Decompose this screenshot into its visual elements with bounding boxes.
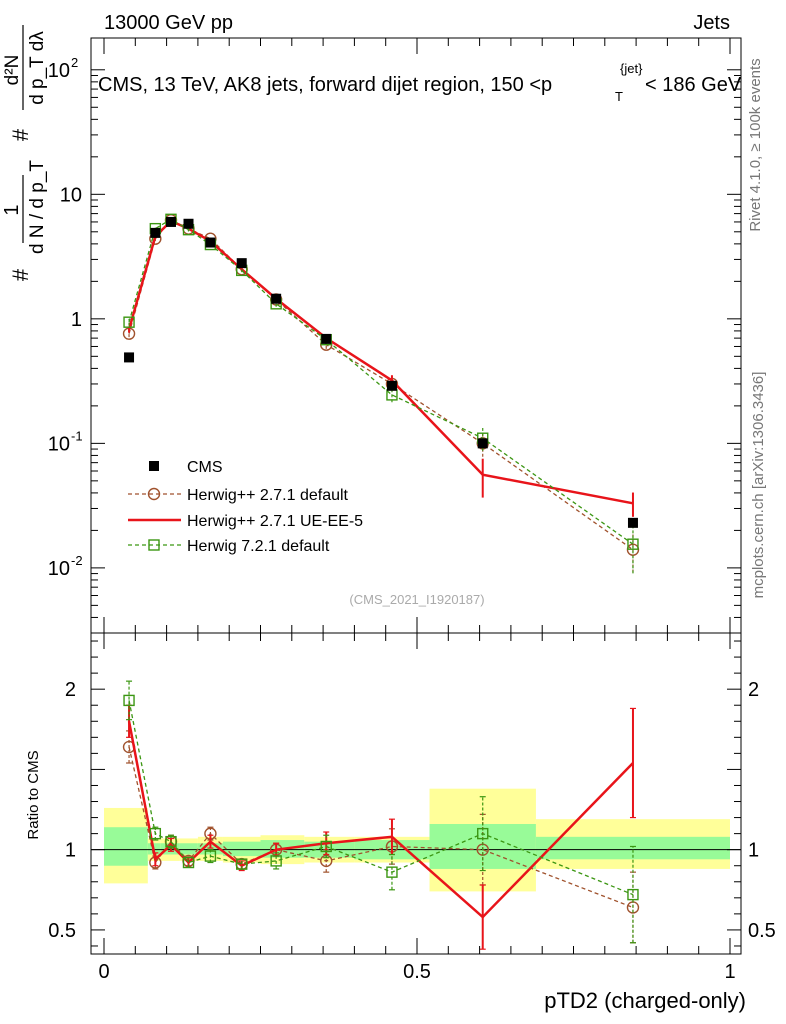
header-right: Jets (693, 12, 730, 34)
ratio-ytick-label-left-1: 1 (65, 840, 76, 862)
analysis-id: (CMS_2021_I1920187) (349, 592, 484, 607)
ratio-point-h721-1 (149, 827, 162, 840)
rivet-label: Rivet 4.1.0, ≥ 100k events (747, 58, 764, 231)
cms-point-8 (386, 380, 397, 391)
cms-point-7 (321, 333, 332, 344)
main-ytick-label-4: 10 (48, 60, 70, 82)
ratio-ytick-label-right-1: 1 (748, 840, 759, 862)
xtick-label-2: 1 (724, 961, 735, 983)
cms-point-3 (183, 218, 194, 229)
legend-h271def-marker (147, 487, 161, 501)
legend: CMS Herwig++ 2.7.1 default Herwig++ 2.7.… (128, 459, 363, 555)
band-inner-5 (222, 841, 261, 857)
main-ytick-exp-0: -2 (71, 553, 83, 568)
ratio-point-h721-6 (270, 855, 282, 867)
ratio-point-h721-2 (165, 835, 177, 848)
ratio-point-h721-4 (204, 850, 217, 862)
plot-title-post: < 186 GeV (645, 74, 742, 96)
ratio-point-h721-9 (477, 827, 489, 840)
ylabel-one: 1 (1, 204, 23, 215)
ylabel-num2: d²N (2, 55, 23, 86)
cms-point-2 (165, 216, 176, 227)
main-panel-series (122, 213, 640, 574)
legend-h271def-label: Herwig++ 2.7.1 default (187, 487, 349, 504)
plot-title: CMS, 13 TeV, AK8 jets, forward dijet reg… (98, 74, 552, 96)
ratio-point-h721-8 (386, 866, 398, 878)
ratio-point-h721-7 (320, 840, 332, 853)
cms-point-4 (205, 237, 216, 248)
ylabel-hash: # (8, 268, 33, 281)
main-point-h721-10 (627, 538, 639, 550)
band-inner-2 (160, 843, 180, 855)
cms-point-1 (150, 227, 161, 238)
main-ytick-label-0: 10 (48, 558, 70, 580)
band-inner-10 (535, 836, 730, 860)
ratio-uncertainty-bands (104, 788, 730, 892)
header-left: 13000 GeV pp (104, 12, 233, 34)
plot-title-sup: {jet} (620, 61, 643, 76)
ratio-ytick-label-left-2: 2 (65, 679, 76, 701)
main-point-h721-0 (123, 316, 135, 328)
main-ytick-exp-1: -1 (71, 428, 83, 443)
ratio-point-h721-5 (236, 858, 248, 870)
legend-cms-marker (149, 461, 159, 471)
band-inner-0 (104, 827, 148, 866)
ylabel-hash2: # (8, 128, 33, 141)
legend-cms-label: CMS (187, 459, 223, 476)
plot-title-sub: T (615, 89, 623, 104)
legend-h271ue-label: Herwig++ 2.7.1 UE-EE-5 (187, 513, 363, 530)
x-axis-label: pTD2 (charged-only) (544, 988, 746, 1013)
main-ytick-label-2: 1 (71, 309, 82, 331)
xtick-label-1: 0.5 (403, 961, 431, 983)
main-ytick-label-1: 10 (48, 433, 70, 455)
ratio-ytick-label-right-2: 2 (748, 679, 759, 701)
plot-title-pre: CMS, 13 TeV, AK8 jets, forward dijet reg… (98, 74, 552, 96)
cms-point-6 (271, 293, 282, 304)
mcplots-label: mcplots.cern.ch [arXiv:1306.3436] (750, 372, 767, 599)
ratio-ytick-label-right-0: 0.5 (748, 920, 776, 942)
legend-h721-label: Herwig 7.2.1 default (187, 538, 330, 555)
cms-point-9 (477, 438, 488, 449)
band-inner-4 (197, 843, 223, 855)
ylabel-frac-den: d N / d p_T (27, 160, 48, 254)
ratio-panel-series (122, 680, 640, 950)
cms-point-10 (627, 517, 638, 528)
band-inner-3 (179, 843, 198, 855)
legend-h721-marker (148, 539, 160, 551)
ratio-ylabel: Ratio to CMS (25, 750, 42, 839)
cms-point-5 (236, 258, 247, 269)
band-inner-9 (429, 823, 536, 869)
main-ytick-exp-4: 2 (71, 55, 78, 70)
ratio-point-h721-3 (182, 856, 195, 869)
ratio-point-h721-10 (627, 888, 639, 901)
ratio-frame (90, 632, 742, 955)
cms-point-0 (124, 352, 135, 363)
main-ylabel: # 1 d N / d p_T # d²N d p_T dλ (1, 25, 48, 281)
xtick-label-0: 0 (98, 961, 109, 983)
ylabel-den2: d p_T dλ (27, 31, 48, 105)
ratio-ytick-label-left-0: 0.5 (48, 920, 76, 942)
ratio-point-h721-0 (123, 694, 135, 707)
main-ytick-label-3: 10 (60, 184, 82, 206)
